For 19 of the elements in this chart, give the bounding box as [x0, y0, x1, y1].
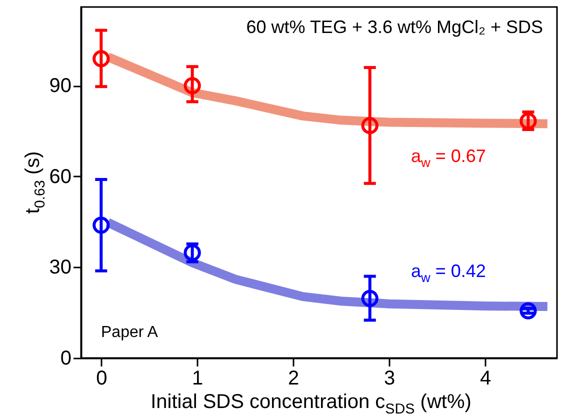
text: 60 wt% TEG + 3.6 wt% MgCl₂ + SDS [246, 17, 543, 37]
y-axis-title: t0.63 (s) [22, 151, 49, 214]
x-tick-label: 4 [480, 368, 492, 390]
point [92, 50, 110, 68]
y-tick-label: 0 [60, 348, 72, 370]
point [184, 244, 201, 262]
y-tick-label: 30 [49, 256, 72, 279]
annotation: Paper A [101, 324, 158, 341]
point [184, 77, 201, 94]
y-tick-label: 90 [49, 75, 72, 98]
x-tick-label: 1 [192, 368, 204, 390]
point [92, 216, 110, 234]
point [361, 290, 378, 307]
x-tick-label: 0 [96, 368, 108, 390]
point [520, 302, 537, 320]
x-tick-label: 2 [288, 368, 300, 390]
x-tick-label: 3 [384, 368, 396, 390]
point [361, 117, 378, 134]
y-tick-label: 60 [49, 166, 72, 188]
